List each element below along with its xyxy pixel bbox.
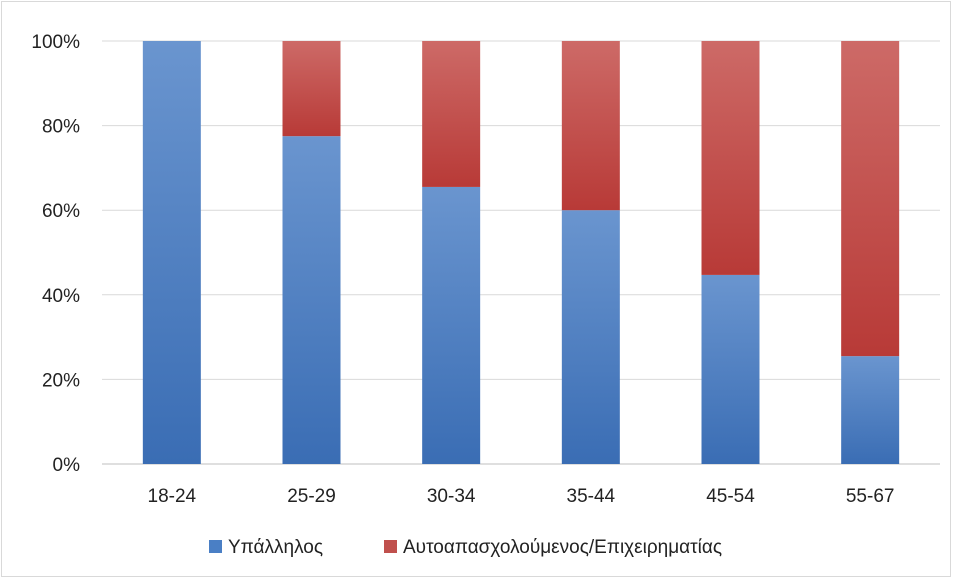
bar-18-24-series-1 [142,41,201,464]
x-tick-label: 30-34 [427,486,476,507]
bar-30-34-series-1 [422,186,481,464]
bar-30-34-series-2 [422,41,481,187]
bar-45-54-series-2 [701,41,760,275]
y-axis-tick-labels: 0% 20% 40% 60% 80% 100% [31,32,80,476]
bar-55-67-series-2 [841,41,900,357]
y-tick-label: 20% [42,370,80,391]
legend-label-1: Υπάλληλος [228,537,323,558]
bar-55-67-series-1 [841,356,900,464]
legend: Υπάλληλος Αυτοαπασχολούμενος/Επιχειρηματί… [209,537,722,558]
x-tick-label: 45-54 [706,486,755,507]
y-tick-label: 100% [31,32,80,53]
y-gridlines [102,40,940,465]
x-axis-tick-labels: 18-24 25-29 30-34 35-44 45-54 55-67 [148,486,895,507]
y-tick-label: 40% [42,286,80,307]
x-tick-label: 35-44 [567,486,616,507]
y-tick-label: 80% [42,117,80,138]
bar-35-44-series-2 [561,41,620,211]
bar-25-29-series-2 [282,41,341,137]
bar-45-54-series-1 [701,274,760,464]
legend-swatch-2 [384,540,397,553]
bars [142,41,900,465]
legend-swatch-1 [209,540,222,553]
x-tick-label: 25-29 [287,486,336,507]
y-tick-label: 60% [42,201,80,222]
bar-25-29-series-1 [282,136,341,465]
x-tick-label: 18-24 [148,486,197,507]
y-tick-label: 0% [53,455,81,476]
x-tick-label: 55-67 [846,486,895,507]
legend-label-2: Αυτοαπασχολούμενος/Επιχειρηματίας [403,537,722,558]
bar-35-44-series-1 [561,210,620,464]
